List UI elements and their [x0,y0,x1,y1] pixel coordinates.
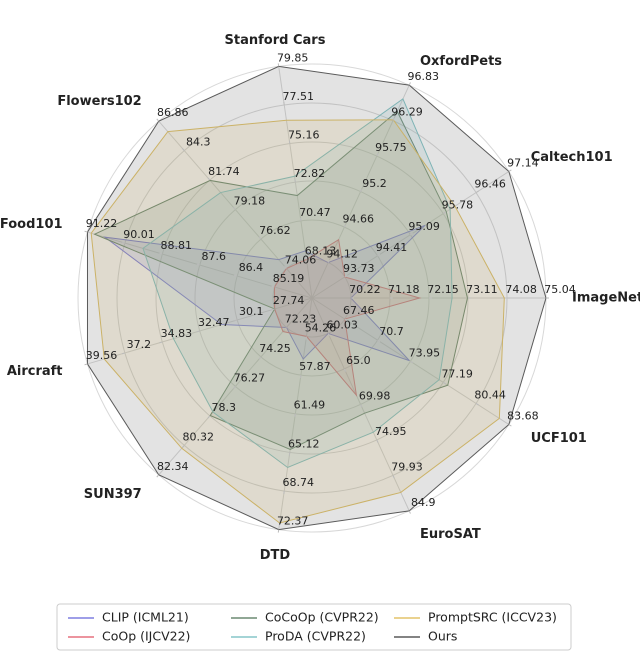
tick-label: 95.75 [375,141,407,154]
tick-label: 67.46 [343,304,375,317]
tick-label: 74.06 [285,254,317,267]
tick-mark [509,425,512,427]
legend-text: ProDA (CVPR22) [265,629,366,644]
tick-label: 79.18 [234,195,266,208]
tick-label: 74.25 [259,342,291,355]
axis-label: Caltech101 [531,150,613,165]
tick-label: 73.95 [409,346,441,359]
axis-label: SUN397 [84,487,142,502]
tick-label: 61.49 [294,399,326,412]
axis-label: OxfordPets [420,54,502,69]
tick-mark [509,170,512,172]
tick-label: 76.62 [259,224,291,237]
tick-label: 91.22 [86,217,118,230]
tick-label: 75.16 [288,129,320,142]
tick-mark [157,119,159,121]
legend-text: PromptSRC (ICCV23) [428,610,557,625]
tick-label: 93.73 [343,262,375,275]
tick-label: 79.85 [277,51,309,64]
tick-label: 94.41 [376,241,408,254]
tick-label: 74.95 [375,425,407,438]
tick-label: 95.09 [408,220,440,233]
tick-label: 90.01 [123,228,155,241]
axis-label: Aircraft [7,364,63,379]
axis-label: UCF101 [531,431,587,446]
tick-label: 84.9 [411,496,436,509]
tick-mark [85,364,88,365]
tick-label: 72.15 [427,283,459,296]
tick-label: 77.51 [282,90,314,103]
tick-label: 57.87 [299,360,331,373]
axis-label: Food101 [0,217,63,232]
legend-text: CoCoOp (CVPR22) [265,610,379,625]
tick-label: 76.27 [234,371,266,384]
tick-label: 65.12 [288,437,320,450]
tick-label: 37.2 [127,338,152,351]
axis-label: Flowers102 [57,94,141,109]
tick-label: 86.4 [239,261,264,274]
tick-label: 96.83 [407,70,439,83]
tick-label: 78.3 [212,401,237,414]
tick-label: 96.29 [391,106,423,119]
axis-label: DTD [260,548,291,563]
axis-label: ImageNet [572,291,640,306]
tick-label: 79.93 [391,460,423,473]
tick-label: 70.7 [379,325,404,338]
tick-label: 82.34 [157,460,189,473]
tick-label: 30.1 [239,305,264,318]
axis-label: EuroSAT [420,527,481,542]
tick-label: 80.32 [183,430,215,443]
tick-label: 69.98 [359,389,391,402]
tick-label: 85.19 [273,272,305,285]
tick-label: 84.3 [186,136,211,149]
tick-label: 65.0 [346,354,371,367]
legend-text: Ours [428,629,457,644]
tick-label: 70.47 [299,206,331,219]
tick-mark [157,475,159,477]
axis-label: Stanford Cars [225,33,326,48]
tick-label: 77.19 [441,367,473,380]
tick-label: 34.83 [161,327,193,340]
tick-label: 83.68 [507,410,539,423]
legend-text: CoOp (IJCV22) [102,629,190,644]
tick-mark [85,231,88,232]
tick-label: 71.18 [388,283,420,296]
tick-label: 88.81 [160,239,192,252]
tick-label: 60.03 [326,318,358,331]
tick-label: 94.66 [343,212,375,225]
tick-label: 32.47 [198,316,230,329]
tick-label: 96.46 [474,178,506,191]
tick-label: 72.37 [277,515,309,528]
tick-label: 86.86 [157,106,189,119]
tick-label: 68.74 [283,476,315,489]
legend-text: CLIP (ICML21) [102,610,189,625]
tick-label: 95.78 [442,199,474,212]
tick-label: 72.82 [294,167,326,180]
tick-label: 81.74 [208,165,240,178]
tick-label: 87.6 [201,250,226,263]
tick-label: 74.08 [505,283,537,296]
tick-label: 73.11 [466,283,498,296]
tick-label: 39.56 [86,349,118,362]
tick-label: 70.22 [349,283,381,296]
tick-label: 80.44 [474,388,506,401]
tick-label: 95.2 [362,177,387,190]
tick-label: 27.74 [273,294,305,307]
tick-mark [409,511,410,514]
